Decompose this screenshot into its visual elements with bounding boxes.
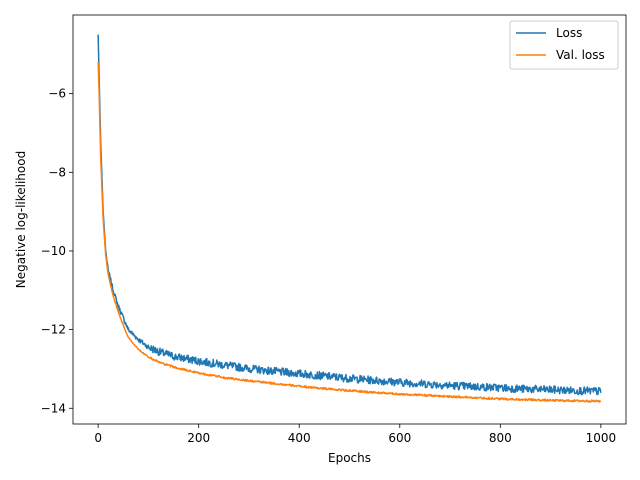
- legend-label-loss: Loss: [556, 26, 582, 40]
- y-tick-label: −14: [41, 401, 66, 415]
- x-axis-label: Epochs: [328, 451, 371, 465]
- x-axis: 0 200 400 600 800 1000: [94, 424, 616, 445]
- y-axis: −14 −12 −10 −8 −6: [41, 87, 73, 415]
- series-line-loss: [97, 34, 602, 396]
- x-tick-label: 200: [187, 431, 210, 445]
- legend: Loss Val. loss: [509, 20, 619, 70]
- y-axis-label: Negative log-likelihood: [14, 151, 28, 288]
- x-tick-label: 600: [388, 431, 411, 445]
- plot-frame: [72, 14, 627, 425]
- legend-label-val-loss: Val. loss: [556, 48, 605, 62]
- y-tick-label: −10: [41, 244, 66, 258]
- x-tick-label: 1000: [586, 431, 617, 445]
- y-tick-label: −8: [48, 165, 66, 179]
- series-line-val-loss: [97, 62, 602, 403]
- x-tick-label: 400: [288, 431, 311, 445]
- x-tick-label: 0: [94, 431, 102, 445]
- y-tick-label: −12: [41, 323, 66, 337]
- plot-lines: [97, 34, 602, 403]
- y-tick-label: −6: [48, 87, 66, 101]
- x-tick-label: 800: [489, 431, 512, 445]
